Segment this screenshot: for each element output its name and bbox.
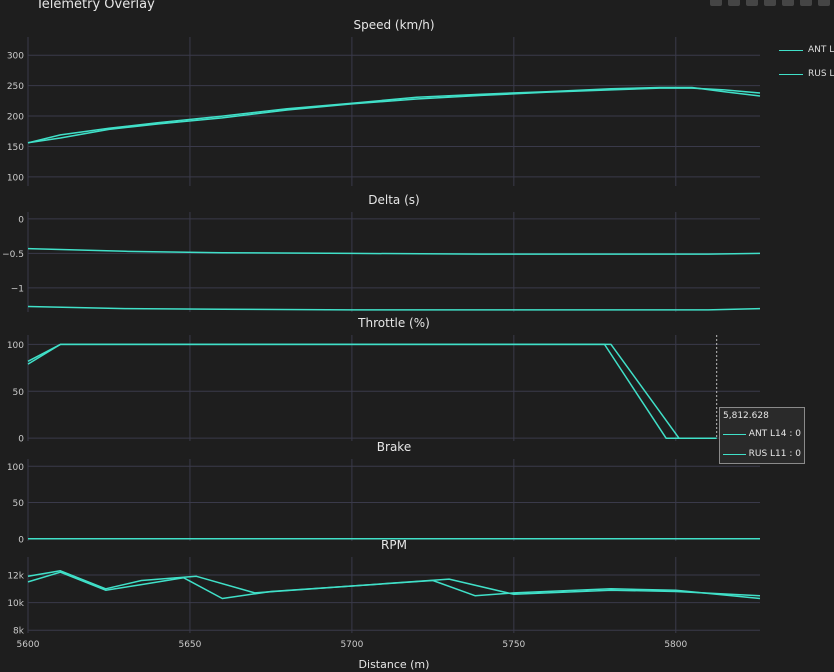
legend-swatch bbox=[779, 73, 803, 75]
series-line[interactable] bbox=[27, 305, 761, 311]
chart-title: Telemetry Overlay bbox=[36, 0, 155, 12]
legend: ANT L RUS L bbox=[779, 38, 834, 86]
reset-icon[interactable] bbox=[818, 0, 830, 6]
y-tick-label: 100 bbox=[7, 341, 24, 351]
zoom-icon[interactable] bbox=[728, 0, 740, 6]
y-tick-label: 250 bbox=[7, 82, 24, 92]
x-tick-label: 5750 bbox=[502, 640, 525, 650]
subplot-title: Speed (km/h) bbox=[353, 18, 434, 32]
y-tick-label: 100 bbox=[7, 463, 24, 473]
series-line[interactable] bbox=[27, 87, 761, 144]
series-line[interactable] bbox=[27, 570, 761, 597]
x-tick-label: 5650 bbox=[178, 640, 201, 650]
legend-label: ANT L bbox=[808, 45, 834, 55]
y-tick-label: 100 bbox=[7, 173, 24, 183]
x-axis-label: Distance (m) bbox=[359, 658, 430, 671]
hover-row: RUS L11 : 0 bbox=[723, 444, 801, 464]
y-tick-label: −0.5 bbox=[2, 250, 24, 260]
series-line[interactable] bbox=[27, 571, 761, 600]
hover-row-label: RUS L11 : 0 bbox=[748, 449, 801, 459]
hover-x-label: 5,812.628 bbox=[723, 411, 769, 421]
hover-swatch bbox=[723, 433, 746, 435]
y-tick-label: 0 bbox=[18, 435, 24, 445]
y-tick-label: 10k bbox=[7, 599, 24, 609]
subplot-title: RPM bbox=[381, 538, 407, 552]
hover-tooltip: 5,812.628 ANT L14 : 0 RUS L11 : 0 bbox=[719, 407, 805, 464]
y-tick-label: 200 bbox=[7, 113, 24, 123]
autoscale-icon[interactable] bbox=[800, 0, 812, 6]
y-tick-label: 150 bbox=[7, 143, 24, 153]
y-tick-label: 50 bbox=[13, 388, 25, 398]
subplot-title: Throttle (%) bbox=[357, 316, 430, 330]
y-tick-label: 50 bbox=[13, 499, 25, 509]
x-tick-label: 5600 bbox=[17, 640, 40, 650]
y-tick-label: 12k bbox=[7, 571, 24, 581]
subplot-title: Brake bbox=[377, 440, 411, 454]
y-tick-label: 0 bbox=[18, 535, 24, 545]
camera-icon[interactable] bbox=[710, 0, 722, 6]
y-tick-label: −1 bbox=[11, 284, 24, 294]
x-tick-label: 5800 bbox=[664, 640, 687, 650]
hover-row-label: ANT L14 : 0 bbox=[748, 429, 801, 439]
x-tick-label: 5700 bbox=[340, 640, 363, 650]
series-line[interactable] bbox=[27, 343, 717, 439]
subplot-title: Delta (s) bbox=[368, 193, 419, 207]
hover-swatch bbox=[723, 453, 746, 455]
zoom-out-icon[interactable] bbox=[782, 0, 794, 6]
hover-row: ANT L14 : 0 bbox=[723, 424, 801, 444]
chart-toolbar bbox=[710, 0, 830, 6]
y-tick-label: 300 bbox=[7, 52, 24, 62]
series-line[interactable] bbox=[27, 86, 761, 144]
legend-label: RUS L bbox=[808, 69, 834, 79]
series-line[interactable] bbox=[27, 247, 761, 255]
zoom-in-icon[interactable] bbox=[764, 0, 776, 6]
legend-swatch bbox=[779, 49, 803, 51]
legend-item[interactable]: RUS L bbox=[779, 62, 834, 86]
y-tick-label: 8k bbox=[13, 627, 25, 637]
pan-icon[interactable] bbox=[746, 0, 758, 6]
y-tick-label: 0 bbox=[18, 215, 24, 225]
legend-item[interactable]: ANT L bbox=[779, 38, 834, 62]
